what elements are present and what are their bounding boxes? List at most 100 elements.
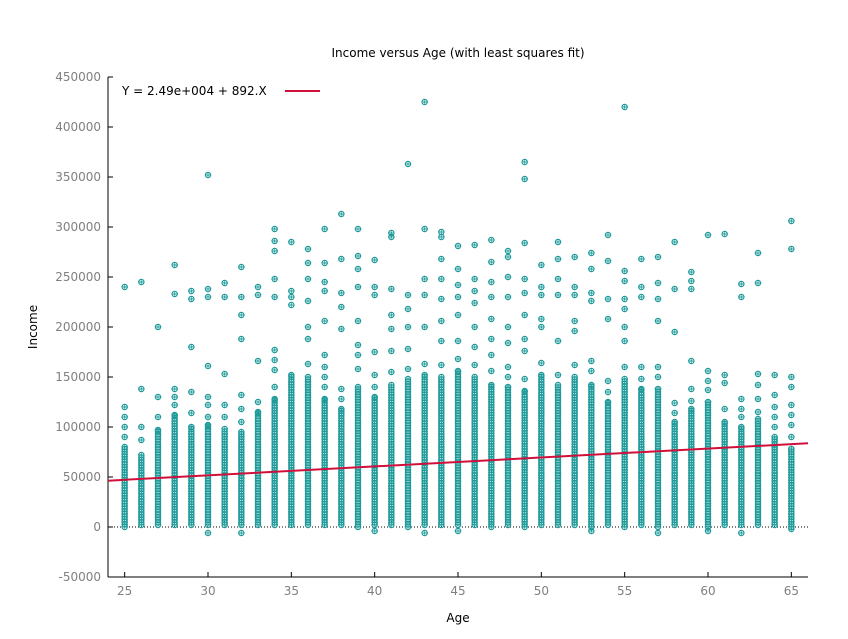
- data-point-cross: [172, 387, 177, 391]
- data-point: [521, 175, 528, 183]
- data-point-cross: [306, 325, 310, 329]
- data-point: [321, 363, 328, 371]
- data-point: [321, 351, 328, 359]
- data-point: [221, 401, 228, 409]
- data-point-cross: [139, 453, 144, 457]
- data-point-cross: [189, 289, 194, 293]
- data-point-cross: [206, 295, 210, 299]
- tick-labels: -500000500001000001500002000002500003000…: [55, 70, 799, 598]
- data-point-cross: [272, 348, 277, 352]
- data-point-cross: [506, 325, 510, 329]
- data-point: [188, 343, 195, 351]
- y-tick-label: 0: [93, 520, 101, 534]
- data-point: [138, 436, 145, 444]
- data-point: [371, 291, 378, 299]
- data-point: [438, 317, 445, 325]
- data-point: [354, 225, 362, 233]
- data-point: [121, 433, 128, 441]
- data-point-cross: [239, 420, 244, 424]
- data-point-cross: [506, 365, 510, 369]
- data-point: [554, 371, 562, 379]
- data-point-cross: [456, 295, 460, 299]
- data-point: [288, 301, 295, 309]
- data-point-cross: [539, 361, 544, 365]
- data-point-cross: [522, 177, 527, 181]
- data-point: [271, 366, 278, 374]
- data-point: [488, 315, 495, 323]
- data-point: [488, 293, 495, 301]
- data-point-cross: [222, 295, 227, 299]
- data-point: [221, 425, 228, 433]
- data-point: [521, 289, 528, 297]
- data-point: [204, 362, 212, 370]
- data-point-circle: [154, 393, 162, 401]
- data-point: [321, 278, 328, 286]
- data-point-circle: [204, 362, 212, 370]
- data-point-cross: [522, 337, 527, 341]
- data-point: [538, 291, 545, 299]
- data-point-cross: [239, 531, 244, 535]
- data-point-cross: [239, 313, 244, 317]
- data-point-circle: [238, 391, 245, 399]
- x-tick-label: 60: [700, 584, 715, 598]
- data-point-cross: [122, 285, 127, 289]
- y-tick-label: 150000: [55, 370, 101, 384]
- data-point-cross: [139, 387, 144, 391]
- data-point-cross: [206, 531, 210, 535]
- data-point: [121, 413, 128, 421]
- data-point-cross: [289, 303, 294, 307]
- data-point-cross: [422, 531, 427, 535]
- data-point-cross: [189, 411, 194, 415]
- data-point-cross: [506, 275, 510, 279]
- data-point-circle: [204, 401, 212, 409]
- y-tick-label: 100000: [55, 420, 101, 434]
- data-point-cross: [572, 363, 577, 367]
- data-point: [588, 367, 595, 375]
- data-point-circle: [171, 411, 178, 419]
- data-point-cross: [256, 285, 260, 289]
- data-point-cross: [389, 349, 394, 353]
- data-point-cross: [422, 100, 427, 104]
- data-point: [371, 371, 378, 379]
- data-point-cross: [206, 287, 210, 291]
- data-point-cross: [539, 325, 544, 329]
- data-point-circle: [171, 385, 178, 393]
- data-point-cross: [322, 319, 327, 323]
- data-point: [571, 291, 578, 299]
- data-point-circle: [171, 393, 178, 401]
- data-point-cross: [572, 255, 577, 259]
- data-point: [238, 335, 245, 343]
- data-point-cross: [489, 295, 494, 299]
- data-point-cross: [556, 277, 560, 281]
- data-point-cross: [572, 285, 577, 289]
- data-point: [404, 291, 412, 299]
- data-point: [488, 335, 495, 343]
- data-point-cross: [489, 280, 494, 284]
- data-point: [504, 373, 512, 381]
- data-point-cross: [356, 353, 360, 357]
- data-point-cross: [206, 403, 210, 407]
- data-point-cross: [306, 337, 310, 341]
- data-point: [171, 401, 178, 409]
- data-point-circle: [138, 385, 145, 393]
- data-point-cross: [372, 373, 377, 377]
- data-point-cross: [222, 415, 227, 419]
- data-point-cross: [339, 397, 344, 401]
- data-point: [204, 413, 212, 421]
- data-point-cross: [522, 377, 527, 381]
- data-point: [271, 383, 278, 391]
- y-tick-label: -50000: [58, 570, 101, 584]
- data-point-cross: [439, 319, 444, 323]
- data-point-cross: [339, 257, 344, 261]
- data-point-cross: [506, 249, 510, 253]
- data-point: [204, 285, 212, 293]
- data-point: [321, 225, 328, 233]
- data-point-cross: [456, 529, 460, 533]
- data-point-cross: [389, 370, 394, 374]
- data-point: [338, 325, 345, 333]
- data-point-cross: [322, 375, 327, 379]
- data-point-cross: [522, 313, 527, 317]
- data-point: [554, 255, 562, 263]
- y-tick-label: 400000: [55, 120, 101, 134]
- data-point-cross: [489, 238, 494, 242]
